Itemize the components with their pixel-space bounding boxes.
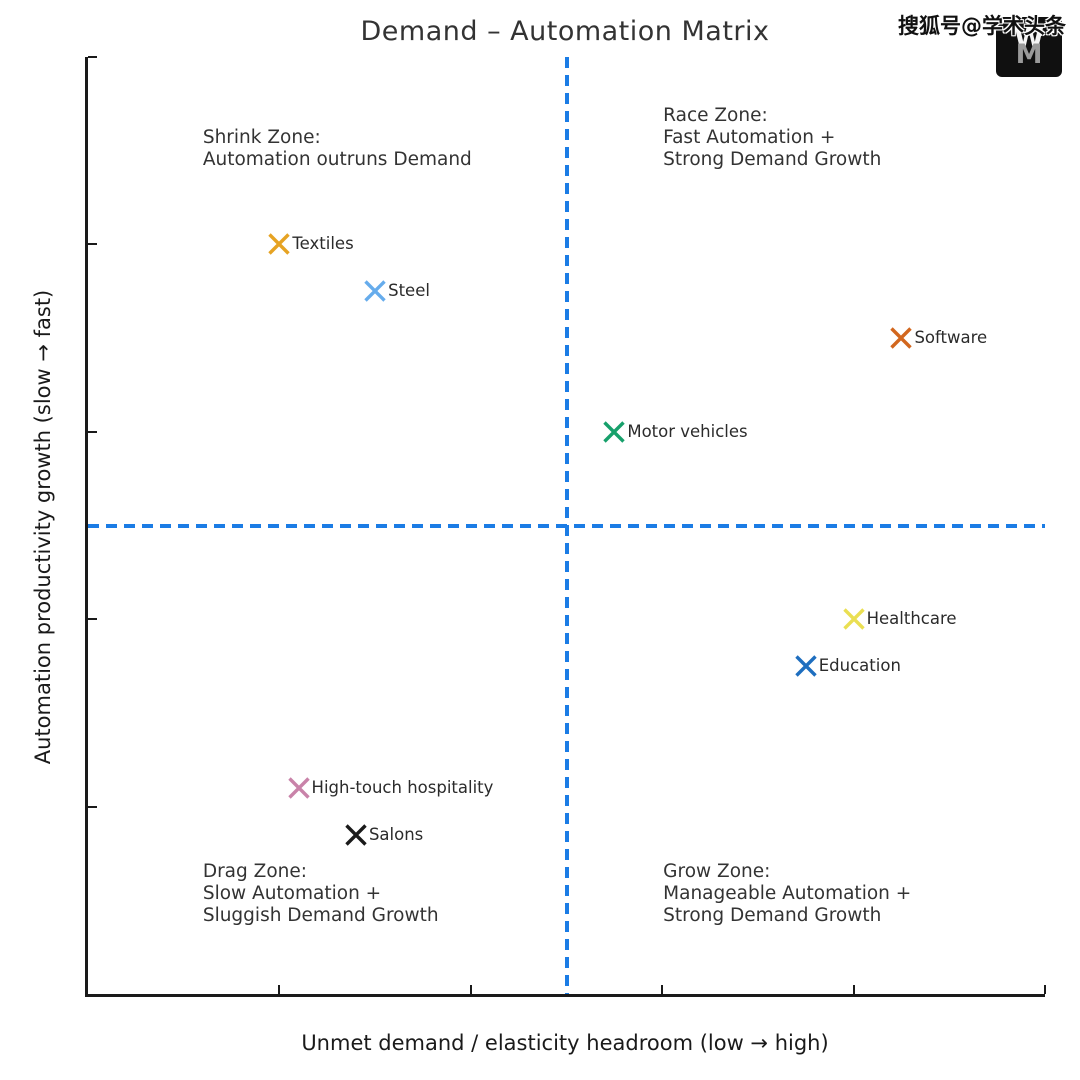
zone-label-line: Fast Automation + (663, 126, 836, 148)
zone-label-shrink: Shrink Zone: Automation outruns Demand (203, 127, 472, 171)
logo-letter-w: W (1014, 22, 1044, 54)
x-axis-tick (852, 985, 855, 994)
zone-label-line: Strong Demand Growth (663, 148, 882, 170)
data-point-label: Education (818, 656, 901, 676)
zone-label-race: Race Zone: Fast Automation + Strong Demand… (663, 105, 881, 171)
x-marker-icon (345, 824, 367, 846)
x-marker-icon (842, 608, 865, 630)
zone-label-line: Race Zone: (663, 104, 768, 126)
logo-letter-m: M (1015, 39, 1043, 70)
zone-label-line: Automation outruns Demand (202, 148, 472, 170)
zone-label-line: Slow Automation + (202, 882, 382, 904)
data-point-label: Software (914, 328, 988, 348)
chart-title: Demand – Automation Matrix (360, 16, 770, 47)
zone-label-line: Manageable Automation + (663, 882, 912, 904)
zone-label-line: Strong Demand Growth (663, 904, 882, 926)
watermark-logo: W M (996, 17, 1062, 77)
zone-label-line: Drag Zone: (202, 860, 307, 882)
y-axis-tick (88, 430, 97, 433)
x-marker-icon (364, 280, 386, 302)
x-marker-icon (890, 327, 913, 349)
data-point-label: High-touch hospitality (311, 777, 494, 797)
crosshair-vertical-line (564, 57, 569, 994)
zone-label-line: Shrink Zone: (202, 126, 321, 148)
y-axis-tick (88, 805, 97, 808)
watermark-text: 搜狐号@学术头条 (898, 14, 1066, 38)
x-marker-icon (268, 233, 291, 256)
data-point-label: Steel (388, 281, 430, 301)
y-axis-label-text: Automation productivity growth (slow → f… (31, 289, 55, 765)
data-point-label: Healthcare (866, 609, 957, 629)
x-axis-tick (278, 985, 281, 994)
plot-area: Shrink Zone: Automation outruns Demand Rac… (85, 56, 1046, 997)
x-axis-label: Unmet demand / elasticity headroom (low … (301, 1031, 829, 1055)
data-point-label: Textiles (292, 234, 354, 254)
x-marker-icon (795, 655, 817, 677)
x-marker-icon (287, 777, 310, 799)
x-axis-tick (661, 985, 664, 994)
y-axis-tick (88, 243, 97, 246)
x-axis-tick (469, 985, 472, 994)
y-axis-tick (88, 618, 97, 621)
x-marker-icon (603, 421, 626, 443)
x-axis-tick (1044, 985, 1046, 994)
zone-label-drag: Drag Zone: Slow Automation + Sluggish Dema… (203, 861, 439, 927)
zone-label-line: Sluggish Demand Growth (202, 904, 439, 926)
zone-label-grow: Grow Zone: Manageable Automation + Strong … (663, 861, 911, 927)
data-point-label: Motor vehicles (627, 421, 748, 441)
data-point-label: Salons (368, 824, 424, 844)
y-axis-tick (88, 56, 97, 58)
zone-label-line: Grow Zone: (663, 860, 771, 882)
